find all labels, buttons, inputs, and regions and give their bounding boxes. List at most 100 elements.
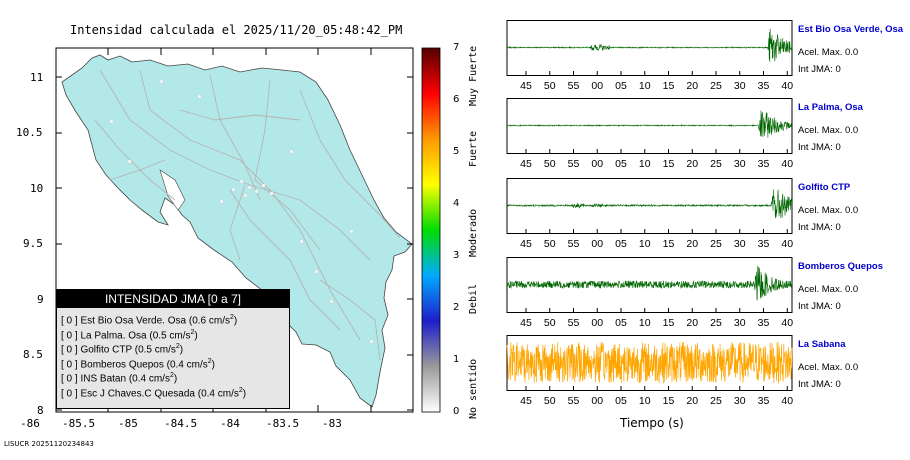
legend-station: Esc J Chaves.C Quesada xyxy=(77,387,198,399)
station-name: La Sabana xyxy=(798,339,846,350)
map-y-tick: 10.5 xyxy=(16,126,43,139)
waveform-tick-label: 45 xyxy=(520,238,532,250)
legend-title: INTENSIDAD JMA [0 a 7] xyxy=(57,290,289,308)
legend-accel: (0.4 cm/s xyxy=(197,387,239,399)
station-markers xyxy=(109,79,374,344)
legend-jma: [ 0 ] xyxy=(61,344,78,356)
legend-exp: 2 xyxy=(175,343,180,350)
waveform-panel: 45 50 55 00 05 10 15 20 25 30 35 40 xyxy=(506,98,793,170)
colorbar-tick: 7 xyxy=(453,42,460,53)
waveform-tick-label: 50 xyxy=(544,238,556,250)
colorbar-label: No sentido xyxy=(468,358,479,419)
colorbar-label: Moderado xyxy=(468,208,479,257)
gulf-of-nicoya xyxy=(159,169,186,211)
waveform-tick-label: 40 xyxy=(781,158,793,170)
footer-id: LISUCR 20251120234843 xyxy=(4,440,94,448)
intensity-colorbar xyxy=(421,47,441,413)
waveform-tick-label: 00 xyxy=(591,395,603,407)
legend-exp: 2 xyxy=(207,357,212,365)
station-int-jma: Int JMA: 0 xyxy=(798,222,841,233)
waveform-tick-label: 35 xyxy=(758,158,770,170)
colorbar-label: Fuerte xyxy=(468,130,479,167)
waveform-trace xyxy=(506,265,793,301)
waveform-trace xyxy=(506,341,793,384)
station-name: Est Bio Osa Verde, Osa xyxy=(798,24,904,35)
colorbar-label: Debil xyxy=(468,283,479,314)
waveform-tick-label: 55 xyxy=(568,317,580,329)
waveform-tick-label: 25 xyxy=(710,158,722,170)
waveform-tick-label: 05 xyxy=(615,158,627,170)
waveform-tick-label: 40 xyxy=(781,80,793,92)
waveform-tick-label: 20 xyxy=(686,80,698,92)
legend-item: [ 0 ] Golfito CTP (0.5 cm/s2) xyxy=(61,343,184,356)
waveform-tick-label: 50 xyxy=(544,395,556,407)
waveform-tick-label: 15 xyxy=(663,238,675,250)
legend-station: INS Batan xyxy=(77,373,129,385)
waveform-tick-label: 45 xyxy=(520,317,532,329)
waveform-tick-label: 40 xyxy=(781,395,793,407)
waveform-tick-label: 15 xyxy=(663,395,675,407)
colorbar-label: Muy Fuerte xyxy=(468,45,479,106)
colorbar-tick: 5 xyxy=(453,146,460,157)
colorbar-tick: 3 xyxy=(453,250,460,261)
map-y-tick: 10 xyxy=(30,182,44,195)
station-int-jma: Int JMA: 0 xyxy=(798,64,841,75)
waveform-panel: 45 50 55 00 05 10 15 20 25 30 35 40 xyxy=(506,20,793,92)
waveform-tick-label: 50 xyxy=(544,317,556,329)
map-title: Intensidad calculada el 2025/11/20_05:48… xyxy=(70,23,403,37)
map-x-tick: -83 xyxy=(322,417,342,430)
legend-jma: [ 0 ] xyxy=(61,329,78,341)
legend-accel: (0.4 cm/s xyxy=(128,373,170,385)
legend-item: [ 0 ] Est Bio Osa Verde. Osa (0.6 cm/s2) xyxy=(61,314,238,327)
waveform-tick-label: 10 xyxy=(639,395,651,407)
waveform-tick-label: 20 xyxy=(686,395,698,407)
colorbar-tick: 0 xyxy=(453,406,460,417)
waveform-tick-label: 05 xyxy=(615,395,627,407)
legend-jma: [ 0 ] xyxy=(61,358,78,370)
station-accel-max: Acel. Max. 0.0 xyxy=(798,362,859,373)
waveform-tick-label: 10 xyxy=(639,317,651,329)
legend-jma: [ 0 ] xyxy=(61,373,78,385)
map-x-tick: -86 xyxy=(20,417,40,430)
map-y-tick: 11 xyxy=(30,71,44,84)
waveform-tick-label: 05 xyxy=(615,80,627,92)
legend-accel: (0.6 cm/s xyxy=(188,315,230,327)
waveform-tick-label: 35 xyxy=(758,238,770,250)
waveform-tick-label: 50 xyxy=(544,158,556,170)
waveform-tick-label: 35 xyxy=(758,80,770,92)
map-x-tick: -84.5 xyxy=(164,417,198,430)
legend-accel: (0.5 cm/s xyxy=(134,344,176,356)
waveform-tick-label: 25 xyxy=(710,395,722,407)
legend-item: [ 0 ] La Palma. Osa (0.5 cm/s2) xyxy=(61,328,198,341)
map-y-tick: 9 xyxy=(37,293,44,306)
station-int-jma: Int JMA: 0 xyxy=(798,379,841,390)
station-accel-max: Acel. Max. 0.0 xyxy=(798,47,859,58)
waveform-tick-label: 00 xyxy=(591,80,603,92)
station-int-jma: Int JMA: 0 xyxy=(798,142,841,153)
waveform-tick-label: 15 xyxy=(663,317,675,329)
colorbar-gradient xyxy=(421,47,441,413)
station-accel-max: Acel. Max. 0.0 xyxy=(798,205,859,216)
waveform-tick-label: 25 xyxy=(710,238,722,250)
map-x-tick: -83.5 xyxy=(266,417,300,430)
colorbar-tick: 6 xyxy=(453,94,460,105)
costa-rica-land xyxy=(61,54,413,408)
waveform-tick-label: 55 xyxy=(568,395,580,407)
waveform-trace xyxy=(506,189,793,219)
station-name: Bomberos Quepos xyxy=(798,261,883,272)
waveform-tick-label: 30 xyxy=(734,238,746,250)
legend-exp: 2 xyxy=(169,372,174,379)
waveform-tick-label: 55 xyxy=(568,238,580,250)
map-x-tick: -84 xyxy=(220,417,240,430)
waveform-tick-label: 35 xyxy=(758,317,770,329)
station-int-jma: Int JMA: 0 xyxy=(798,301,841,312)
legend-exp: 2 xyxy=(229,314,234,321)
legend-station: Golfito CTP xyxy=(77,344,135,356)
map-x-tick: -85 xyxy=(118,417,138,430)
legend-item: [ 0 ] Bomberos Quepos (0.4 cm/s2) xyxy=(61,357,215,370)
station-accel-max: Acel. Max. 0.0 xyxy=(798,284,859,295)
waveform-tick-label: 50 xyxy=(544,80,556,92)
waveform-trace xyxy=(506,110,793,138)
waveform-tick-label: 05 xyxy=(615,317,627,329)
waveform-trace xyxy=(506,28,793,62)
